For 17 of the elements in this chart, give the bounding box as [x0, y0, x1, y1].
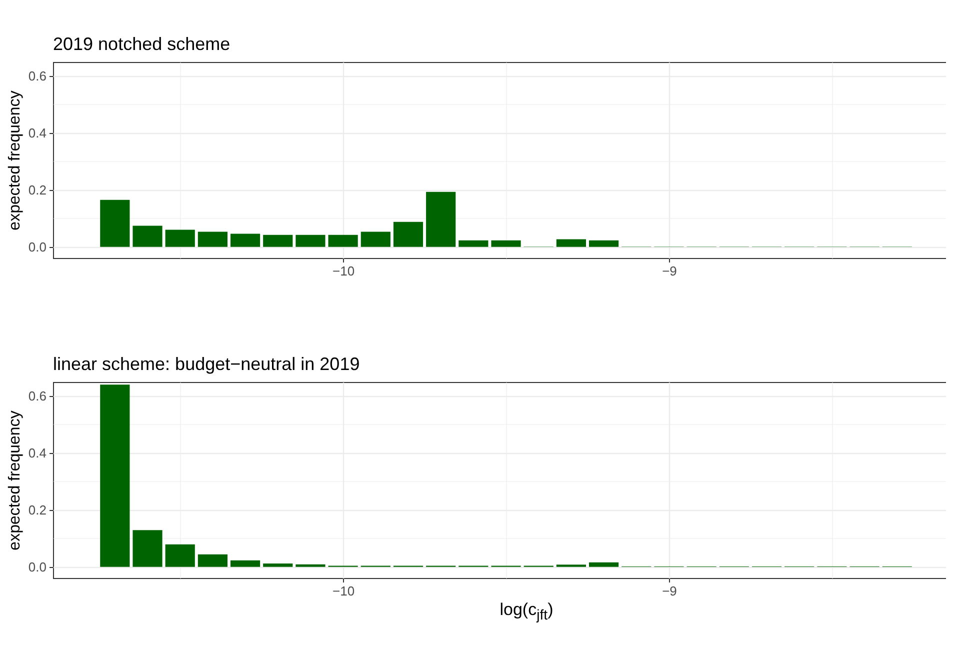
x-tick-label: −10 — [332, 584, 355, 598]
y-tick-label: 0.2 — [28, 502, 46, 518]
y-tick-label: 0.4 — [28, 445, 46, 460]
chart-title: linear scheme: budget−neutral in 2019 — [53, 354, 360, 374]
y-tick-label: 0.0 — [28, 239, 46, 254]
x-tick-label: −10 — [332, 264, 355, 278]
y-tick-label: 0.6 — [28, 388, 46, 404]
chart-title: 2019 notched scheme — [53, 34, 230, 54]
y-tick-label: 0.6 — [28, 68, 46, 84]
y-tick-label: 0.2 — [28, 182, 46, 198]
y-axis-title: expected frequency — [6, 90, 24, 230]
y-tick-label: 0.4 — [28, 125, 46, 140]
y-axis-title: expected frequency — [6, 410, 24, 550]
x-tick-label: −9 — [662, 264, 677, 278]
x-axis-title: log(c$_{jft}$) — [498, 600, 554, 624]
x-tick-label: −9 — [662, 584, 677, 598]
y-tick-label: 0.0 — [28, 559, 46, 574]
